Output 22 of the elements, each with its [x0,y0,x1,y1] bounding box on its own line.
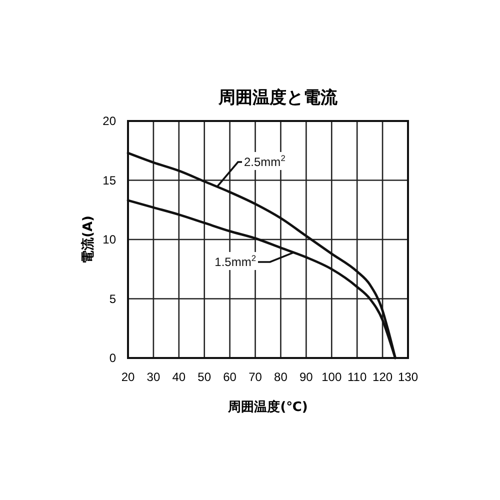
x-axis-title: 周囲温度(℃) [227,399,308,415]
x-tick-label: 90 [300,370,314,384]
text: 2.5mm$^{2}$ [244,153,286,169]
x-tick-label: 80 [274,370,288,384]
legend-label: 1.5mm$^{2}$ [214,253,256,269]
y-tick-label: 5 [109,292,116,306]
x-tick-label: 70 [248,370,262,384]
chart-title: 周囲温度と電流 [218,88,338,108]
x-tick-label: 110 [348,370,367,384]
x-tick-label: 20 [121,370,135,384]
y-tick-label: 0 [109,351,116,365]
y-axis-title: 電流(A) [80,216,96,264]
y-tick-label: 20 [102,114,116,128]
x-tick-label: 60 [223,370,237,384]
x-tick-label: 130 [398,370,418,384]
x-tick-label: 50 [198,370,212,384]
x-tick-label: 100 [322,370,342,384]
x-tick-label: 120 [372,370,393,384]
y-tick-label: 10 [102,232,116,246]
x-tick-label: 30 [146,370,160,384]
y-tick-label: 15 [102,173,116,188]
x-tick-label: 40 [172,370,186,384]
